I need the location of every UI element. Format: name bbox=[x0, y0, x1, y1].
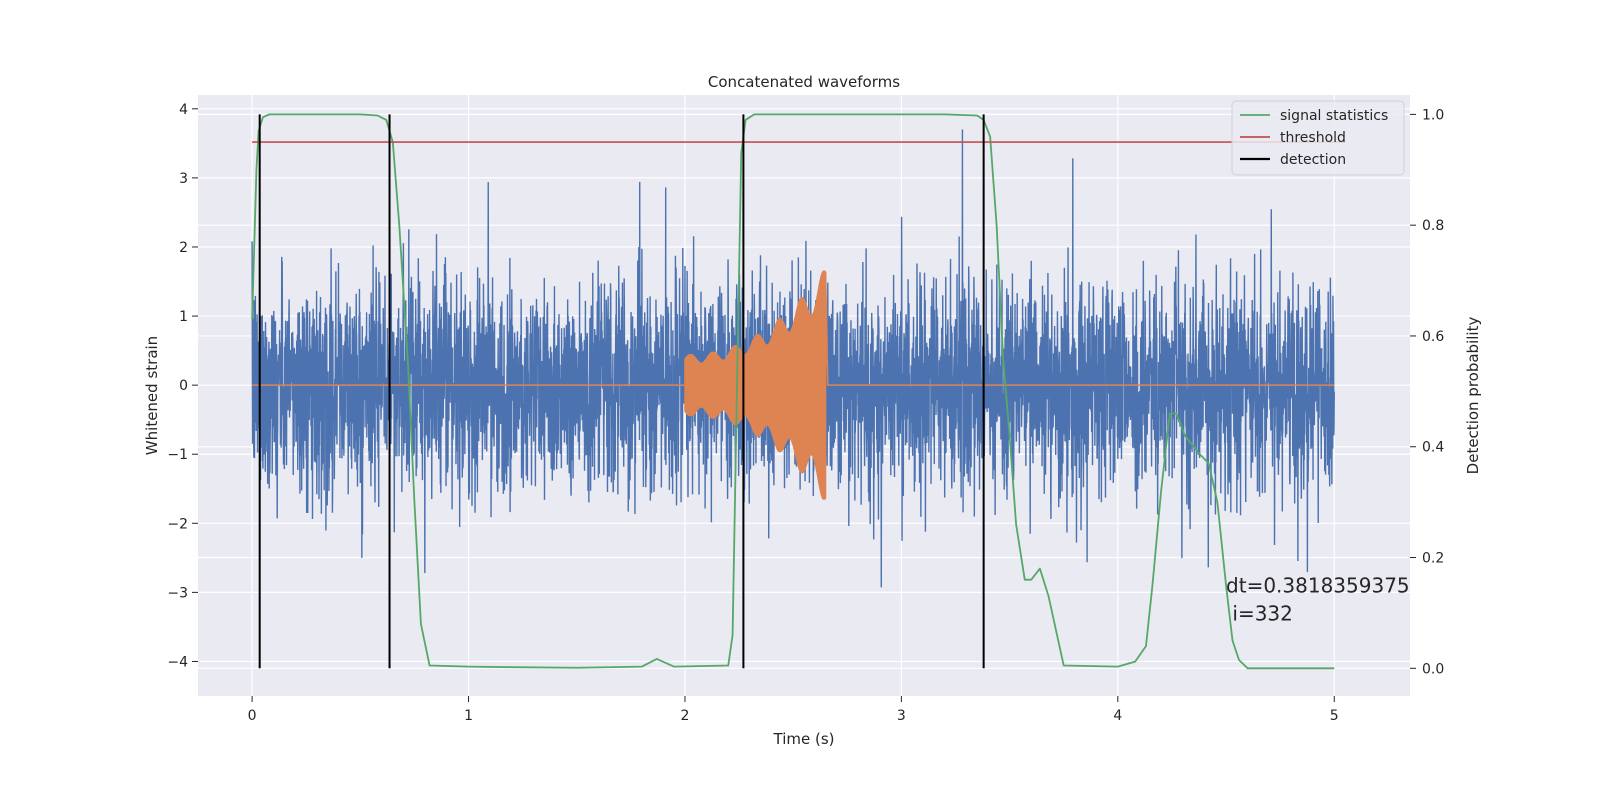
annotation-dt: dt=0.3818359375 bbox=[1226, 573, 1410, 597]
annotation-index: i=332 bbox=[1226, 601, 1293, 625]
y-tick-label-5: 1 bbox=[179, 309, 188, 325]
y-tick-label-6: 2 bbox=[179, 240, 188, 256]
x-tick-label-3: 3 bbox=[897, 708, 906, 724]
injection-series bbox=[252, 270, 1335, 500]
axes: 0 1 2 3 4 5 −4 −3 −2 −1 0 1 2 3 4 0.0 0.2 0.4 0.6 0.8 1.0 bbox=[167, 102, 1444, 724]
y-tick-label-2: −2 bbox=[167, 516, 188, 532]
y-tick-label-3: −1 bbox=[167, 447, 188, 463]
statistics-series bbox=[251, 113, 1335, 670]
x-tick-label-2: 2 bbox=[681, 708, 690, 724]
y-tick-label-1: −3 bbox=[167, 585, 188, 601]
statistics-line bbox=[251, 113, 1335, 670]
x-tick-label-0: 0 bbox=[248, 708, 257, 724]
y2-tick-label-3: 0.6 bbox=[1422, 329, 1444, 345]
legend-label-statistics: signal statistics bbox=[1280, 108, 1388, 124]
x-axis-label: Time (s) bbox=[773, 730, 835, 748]
y2-axis-label: Detection probability bbox=[1464, 317, 1482, 475]
y-tick-label-7: 3 bbox=[179, 171, 188, 187]
y2-tick-label-4: 0.8 bbox=[1422, 218, 1444, 234]
legend-label-detection: detection bbox=[1280, 152, 1346, 168]
legend-box bbox=[1231, 100, 1405, 176]
y2-tick-label-2: 0.4 bbox=[1422, 440, 1444, 456]
y2-tick-label-0: 0.0 bbox=[1422, 661, 1444, 677]
x-tick-label-4: 4 bbox=[1113, 708, 1122, 724]
x-tick-label-5: 5 bbox=[1330, 708, 1339, 724]
y-tick-label-8: 4 bbox=[179, 102, 188, 118]
legend-label-threshold: threshold bbox=[1280, 130, 1346, 146]
y-axis-label: Whitened strain bbox=[143, 336, 161, 455]
x-tick-label-1: 1 bbox=[464, 708, 473, 724]
injection-line bbox=[252, 270, 1335, 500]
y2-tick-label-1: 0.2 bbox=[1422, 551, 1444, 567]
legend: signal statistics threshold detection bbox=[1231, 100, 1405, 176]
y-tick-label-0: −4 bbox=[167, 654, 188, 670]
y-tick-label-4: 0 bbox=[179, 378, 188, 394]
y2-tick-label-5: 1.0 bbox=[1422, 107, 1444, 123]
chart-title: Concatenated waveforms bbox=[708, 73, 900, 91]
detection-series bbox=[258, 114, 985, 669]
